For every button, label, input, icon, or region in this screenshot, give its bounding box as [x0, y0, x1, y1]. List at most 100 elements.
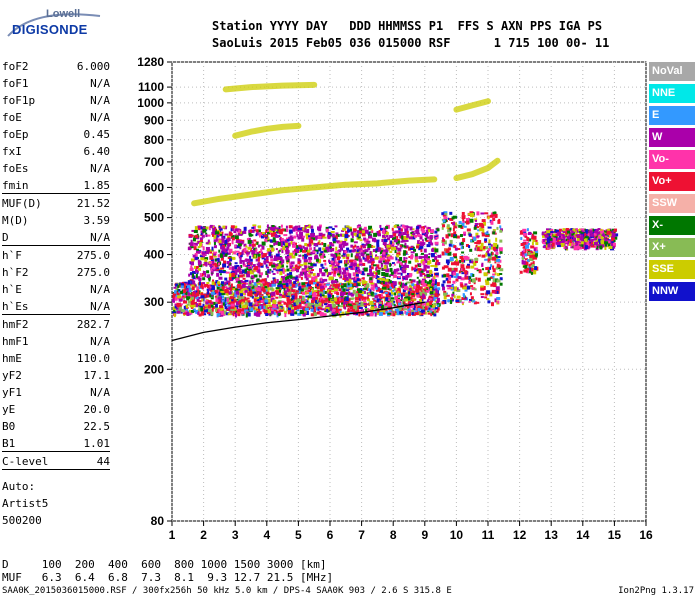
echo-dot [455, 287, 459, 291]
echo-dot [381, 281, 384, 285]
echo-dot [312, 292, 317, 297]
echo-dot [337, 312, 340, 316]
echo-dot [399, 263, 402, 268]
echo-dot [353, 308, 358, 311]
echo-dot [392, 235, 395, 238]
echo-dot [402, 264, 406, 269]
param-row-hme: hmE 110.0 [2, 350, 110, 367]
echo-dot [223, 260, 227, 265]
echo-dot [267, 269, 270, 274]
param-value: N/A [90, 94, 110, 107]
echo-dot [417, 234, 422, 238]
echo-dot [387, 287, 390, 290]
echo-dot [480, 212, 485, 215]
echo-dot [384, 259, 387, 263]
echo-dot [229, 262, 232, 266]
echo-dot [249, 307, 254, 312]
x-tick-label: 4 [263, 528, 270, 542]
echo-dot [409, 301, 414, 305]
echo-dot [194, 284, 197, 288]
echo-dot [286, 276, 290, 280]
echo-dot [378, 310, 383, 314]
echo-dot [417, 288, 420, 293]
echo-dot [329, 234, 334, 237]
echo-dot [383, 233, 386, 237]
echo-dot [339, 305, 344, 308]
echo-dot [279, 271, 283, 276]
echo-dot [298, 225, 301, 229]
echo-dot [476, 235, 480, 238]
echo-dot [397, 243, 400, 246]
echo-dot [226, 246, 230, 251]
echo-dot [246, 238, 249, 241]
echo-dot [485, 252, 488, 257]
param-value: 275.0 [76, 249, 110, 262]
echo-dot [253, 291, 257, 294]
param-row-fof1: foF1 N/A [2, 75, 110, 92]
echo-dot [468, 275, 471, 280]
echo-dot [457, 248, 461, 251]
echo-dot [232, 312, 235, 317]
echo-dot [474, 267, 479, 270]
echo-dot [425, 229, 429, 234]
echo-dot [304, 303, 308, 307]
echo-dot [325, 306, 330, 310]
echo-dot [458, 299, 462, 302]
echo-dot [188, 289, 192, 293]
echo-dot [256, 263, 260, 266]
echo-dot [531, 258, 534, 262]
param-key: D [2, 231, 9, 244]
echo-dot [527, 270, 532, 274]
param-row-fmin: fmin 1.85 [2, 177, 110, 194]
echo-dot [417, 302, 421, 306]
echo-dot [551, 246, 554, 249]
echo-dot [426, 302, 430, 307]
echo-dot [394, 292, 397, 296]
echo-dot [251, 226, 255, 229]
echo-dot [430, 273, 433, 277]
echo-dot [527, 242, 530, 245]
echo-dot [307, 274, 311, 278]
echo-dot [580, 241, 584, 245]
echo-dot [423, 226, 426, 230]
echo-dot [393, 300, 396, 303]
echo-dot [375, 248, 379, 251]
echo-dot [411, 293, 416, 298]
echo-dot [382, 234, 386, 238]
echo-dot [419, 272, 423, 277]
echo-dot [172, 295, 176, 298]
echo-dot [420, 249, 423, 253]
param-value: N/A [90, 386, 110, 399]
param-separator [2, 469, 110, 470]
echo-dot [271, 247, 275, 252]
echo-dot [599, 245, 603, 250]
echo-dot [272, 272, 276, 275]
echo-dot [408, 236, 413, 240]
echo-dot [261, 306, 265, 310]
echo-dot [319, 271, 323, 274]
echo-dot [520, 251, 523, 256]
echo-dot [200, 292, 204, 297]
echo-dot [187, 292, 190, 296]
echo-dot [405, 239, 409, 242]
echo-dot [213, 241, 216, 245]
echo-dot [205, 301, 209, 305]
echo-dot [301, 295, 305, 298]
echo-dot [331, 227, 335, 230]
echo-dot [292, 300, 296, 304]
echo-dot [316, 286, 320, 290]
echo-dot [358, 248, 363, 252]
echo-dot [304, 230, 308, 233]
echo-dot [384, 272, 389, 277]
echo-dot [200, 295, 205, 299]
echo-dot [343, 304, 346, 309]
echo-dot [474, 260, 478, 263]
echo-dot [442, 286, 446, 291]
echo-dot [259, 262, 263, 266]
echo-dot [202, 282, 206, 285]
echo-dot [236, 240, 241, 244]
echo-dot [280, 248, 283, 251]
echo-dot [261, 305, 264, 309]
echo-dot [300, 276, 303, 280]
echo-dot [195, 303, 199, 308]
